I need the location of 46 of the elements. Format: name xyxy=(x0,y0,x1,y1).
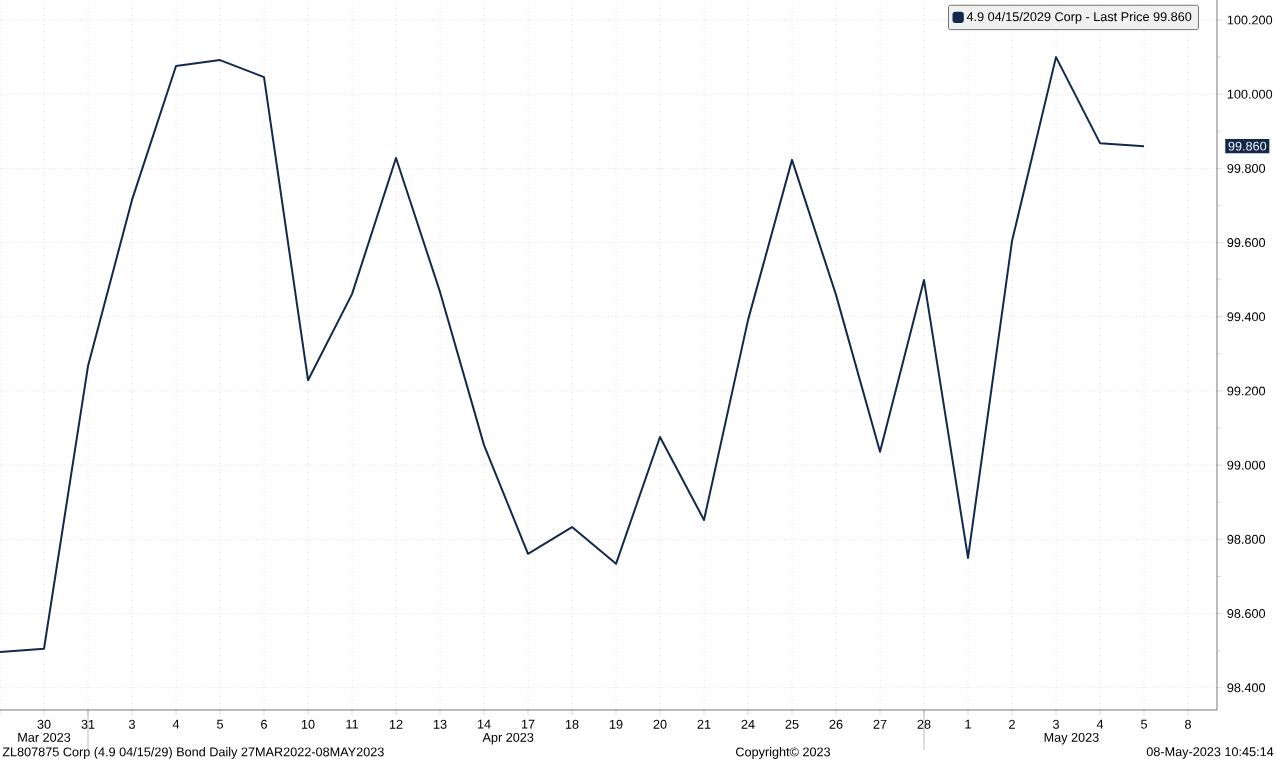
x-tick-label: 21 xyxy=(697,719,711,729)
x-tick-label: 30 xyxy=(37,719,51,729)
x-tick-label: 31 xyxy=(81,719,95,729)
x-tick-label: 18 xyxy=(565,719,579,729)
y-tick-label: 99.600 xyxy=(1227,238,1266,248)
y-tick-label: 99.200 xyxy=(1227,386,1266,396)
x-tick-label: 13 xyxy=(433,719,447,729)
y-tick-label: 100.200 xyxy=(1227,15,1273,25)
x-tick-label: 10 xyxy=(301,719,315,729)
y-tick-label: 98.800 xyxy=(1227,534,1266,544)
x-tick-label: 12 xyxy=(389,719,403,729)
line-series xyxy=(0,56,1146,654)
x-tick-label: 1 xyxy=(965,719,971,729)
x-tick-label: 4 xyxy=(1096,719,1104,729)
legend-label: 4.9 04/15/2029 Corp - Last Price 99.860 xyxy=(966,11,1192,24)
text: Copyright© 2023 xyxy=(736,747,831,759)
x-tick-label: 14 xyxy=(477,719,491,729)
y-tick-label: 98.400 xyxy=(1227,683,1266,693)
x-tick-label: 8 xyxy=(1185,719,1191,729)
x-tick-label: 20 xyxy=(653,719,667,729)
y-tick-label: 99.800 xyxy=(1227,163,1266,173)
x-tick-label: 19 xyxy=(609,719,623,729)
text: May 2023 xyxy=(1044,732,1099,745)
text: Mar 2023 xyxy=(18,732,71,742)
x-tick-label: 2 xyxy=(1009,719,1015,729)
x-tick-label: 17 xyxy=(521,719,535,729)
y-tick-label: 98.600 xyxy=(1227,609,1266,619)
x-tick-label: 24 xyxy=(741,719,755,729)
y-tick-label: 99.000 xyxy=(1227,460,1266,470)
text: 08-May-2023 10:45:14 xyxy=(1146,747,1274,759)
x-tick-label: 26 xyxy=(829,719,843,729)
x-tick-label: 5 xyxy=(216,719,224,729)
x-tick-label: 25 xyxy=(785,719,799,729)
text: Apr 2023 xyxy=(482,732,534,745)
y-tick-label: 99.400 xyxy=(1227,312,1266,322)
x-tick-label: 3 xyxy=(1052,719,1059,729)
x-tick-label: 11 xyxy=(346,719,358,729)
text: 99.860 xyxy=(1228,141,1267,151)
x-tick-label: 28 xyxy=(917,719,931,729)
text: ZL807875 Corp (4.9 04/15/29) Bond Daily 27MAR2022-08MAY2023 xyxy=(2,747,384,759)
x-tick-label: 27 xyxy=(873,719,887,729)
y-tick-label: 100.000 xyxy=(1227,89,1273,99)
x-tick-label: 4 xyxy=(172,719,180,729)
x-tick-label: 5 xyxy=(1140,719,1148,729)
x-tick-label: 6 xyxy=(261,719,267,729)
x-tick-label: 3 xyxy=(128,719,135,729)
